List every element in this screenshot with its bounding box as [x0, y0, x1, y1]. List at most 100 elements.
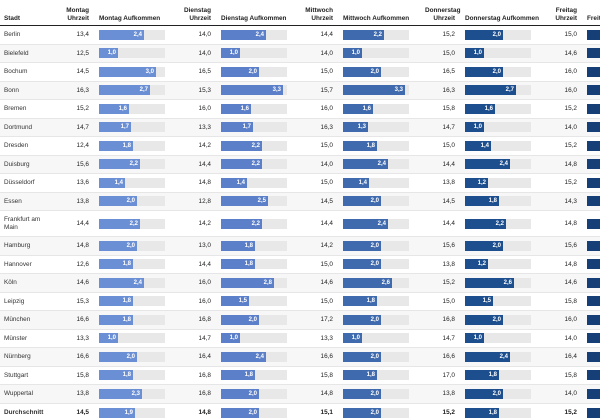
volume-bar-fill: 2,0 — [587, 314, 600, 325]
volume-bar-fill: 2,4 — [465, 159, 510, 170]
column-header[interactable]: Freitag Uhrzeit — [543, 0, 583, 26]
volume-bar: 2,0 — [343, 314, 409, 325]
volume-cell: 1,6 — [461, 99, 543, 119]
volume-cell: 2,2 — [339, 25, 421, 45]
column-header[interactable]: Montag Aufkommen — [95, 0, 177, 26]
time-value: 13,8 — [421, 384, 461, 404]
time-value: 14,7 — [421, 118, 461, 137]
volume-bar: 2,5 — [587, 196, 600, 207]
volume-bar-fill: 2,2 — [99, 159, 140, 170]
time-value: 15,2 — [421, 273, 461, 293]
column-header[interactable]: Donnerstag Aufkommen — [461, 0, 543, 26]
volume-bar: 2,4 — [99, 29, 165, 40]
volume-bar: 1,2 — [465, 259, 531, 270]
column-header[interactable]: Donnerstag Uhrzeit — [421, 0, 461, 26]
volume-bar: 2,3 — [99, 388, 165, 399]
time-value: 13,3 — [299, 329, 339, 348]
table-row: Bielefeld 12,5 1,0 14,0 1,0 14,0 1,0 15,0 1,0 14,… — [0, 44, 600, 63]
volume-bar-fill: 2,0 — [465, 66, 503, 77]
volume-cell: 1,5 — [217, 292, 299, 311]
time-value: 15,0 — [421, 136, 461, 156]
city-name: Bochum — [0, 62, 55, 82]
time-value: 16,3 — [421, 81, 461, 100]
volume-cell: 1,5 — [461, 292, 543, 311]
volume-bar-fill: 2,0 — [587, 66, 600, 77]
volume-bar: 2,7 — [99, 85, 165, 96]
volume-cell: 2,0 — [339, 255, 421, 274]
volume-bar-fill: 1,8 — [99, 370, 133, 381]
column-header[interactable]: Mittwoch Uhrzeit — [299, 0, 339, 26]
time-value: 15,0 — [299, 255, 339, 274]
volume-bar: 1,8 — [99, 296, 165, 307]
volume-bar-fill: 2,5 — [587, 196, 600, 207]
time-value: 15,8 — [55, 366, 95, 385]
volume-cell: 1,8 — [95, 255, 177, 274]
volume-cell: 1,0 — [339, 329, 421, 348]
time-value: 15,8 — [543, 366, 583, 385]
column-header[interactable]: Stadt — [0, 0, 55, 26]
column-header[interactable]: Dienstag Aufkommen — [217, 0, 299, 26]
time-value: 16,6 — [299, 347, 339, 367]
volume-cell: 1,6 — [339, 99, 421, 119]
volume-bar: 2,2 — [465, 218, 531, 229]
time-value: 13,4 — [55, 25, 95, 45]
column-header[interactable]: Freitag Aufkommen — [583, 0, 600, 26]
time-value: 16,6 — [55, 310, 95, 330]
volume-cell: 1,8 — [95, 366, 177, 385]
city-name: München — [0, 310, 55, 330]
time-value: 15,0 — [299, 173, 339, 193]
volume-bar: 2,0 — [587, 351, 600, 362]
volume-bar: 2,0 — [343, 351, 409, 362]
volume-cell: 2,2 — [95, 210, 177, 237]
volume-cell: 2,4 — [95, 25, 177, 45]
volume-bar-fill: 1,9 — [99, 407, 135, 418]
volume-cell: 2,0 — [217, 62, 299, 82]
time-value: 15,6 — [55, 155, 95, 174]
volume-cell: 2,0 — [339, 310, 421, 330]
volume-cell: 1,0 — [95, 329, 177, 348]
volume-cell: 2,4 — [583, 273, 600, 293]
volume-bar: 1,8 — [465, 196, 531, 207]
volume-bar-fill: 1,8 — [221, 370, 255, 381]
city-name: Münster — [0, 329, 55, 348]
volume-bar-fill: 1,4 — [99, 177, 125, 188]
volume-bar: 1,0 — [465, 333, 531, 344]
volume-bar-fill: 1,8 — [99, 296, 133, 307]
volume-bar-fill: 1,8 — [221, 259, 255, 270]
volume-bar: 2,4 — [587, 103, 600, 114]
volume-bar-fill: 1,0 — [99, 48, 118, 59]
time-value: 14,4 — [177, 255, 217, 274]
time-value: 12,8 — [177, 192, 217, 211]
volume-bar-fill: 2,0 — [221, 66, 259, 77]
volume-bar-fill: 1,6 — [465, 103, 495, 114]
volume-bar-fill: 1,6 — [343, 103, 373, 114]
volume-cell: 1,2 — [461, 255, 543, 274]
volume-bar-fill: 2,0 — [343, 196, 381, 207]
volume-bar: 1,5 — [221, 296, 287, 307]
volume-bar-fill: 1,0 — [465, 122, 484, 133]
volume-cell: 2,4 — [217, 25, 299, 45]
volume-cell: 2,5 — [217, 192, 299, 211]
volume-bar: 2,0 — [587, 218, 600, 229]
time-value: 14,6 — [299, 273, 339, 293]
volume-bar-fill: 1,5 — [465, 296, 493, 307]
volume-bar-fill: 3,3 — [343, 85, 405, 96]
city-name: Berlin — [0, 25, 55, 45]
table-row: Bonn16,32,715,33,315,73,316,32,716,02,01… — [0, 81, 600, 100]
time-value: 15,0 — [299, 136, 339, 156]
column-header[interactable]: Montag Uhrzeit — [55, 0, 95, 26]
column-header[interactable]: Mittwoch Aufkommen — [339, 0, 421, 26]
table-row: Bremen15,21,616,01,616,01,615,81,615,22,… — [0, 99, 600, 119]
time-value: 14,0 — [543, 329, 583, 348]
volume-bar: 2,0 — [99, 351, 165, 362]
table-row: Duisburg 15,6 2,2 14,4 2,2 14,0 2,4 14,4 2,4 14,8… — [0, 155, 600, 174]
volume-bar-fill: 2,7 — [465, 85, 516, 96]
volume-cell: 1,8 — [461, 366, 543, 385]
column-header[interactable]: Dienstag Uhrzeit — [177, 0, 217, 26]
volume-cell: 2,0 — [583, 384, 600, 404]
volume-bar: 1,8 — [99, 370, 165, 381]
table-row: Frankfurt am Main 14,4 2,2 14,2 2,2 14,4 2,4 14… — [0, 210, 600, 237]
